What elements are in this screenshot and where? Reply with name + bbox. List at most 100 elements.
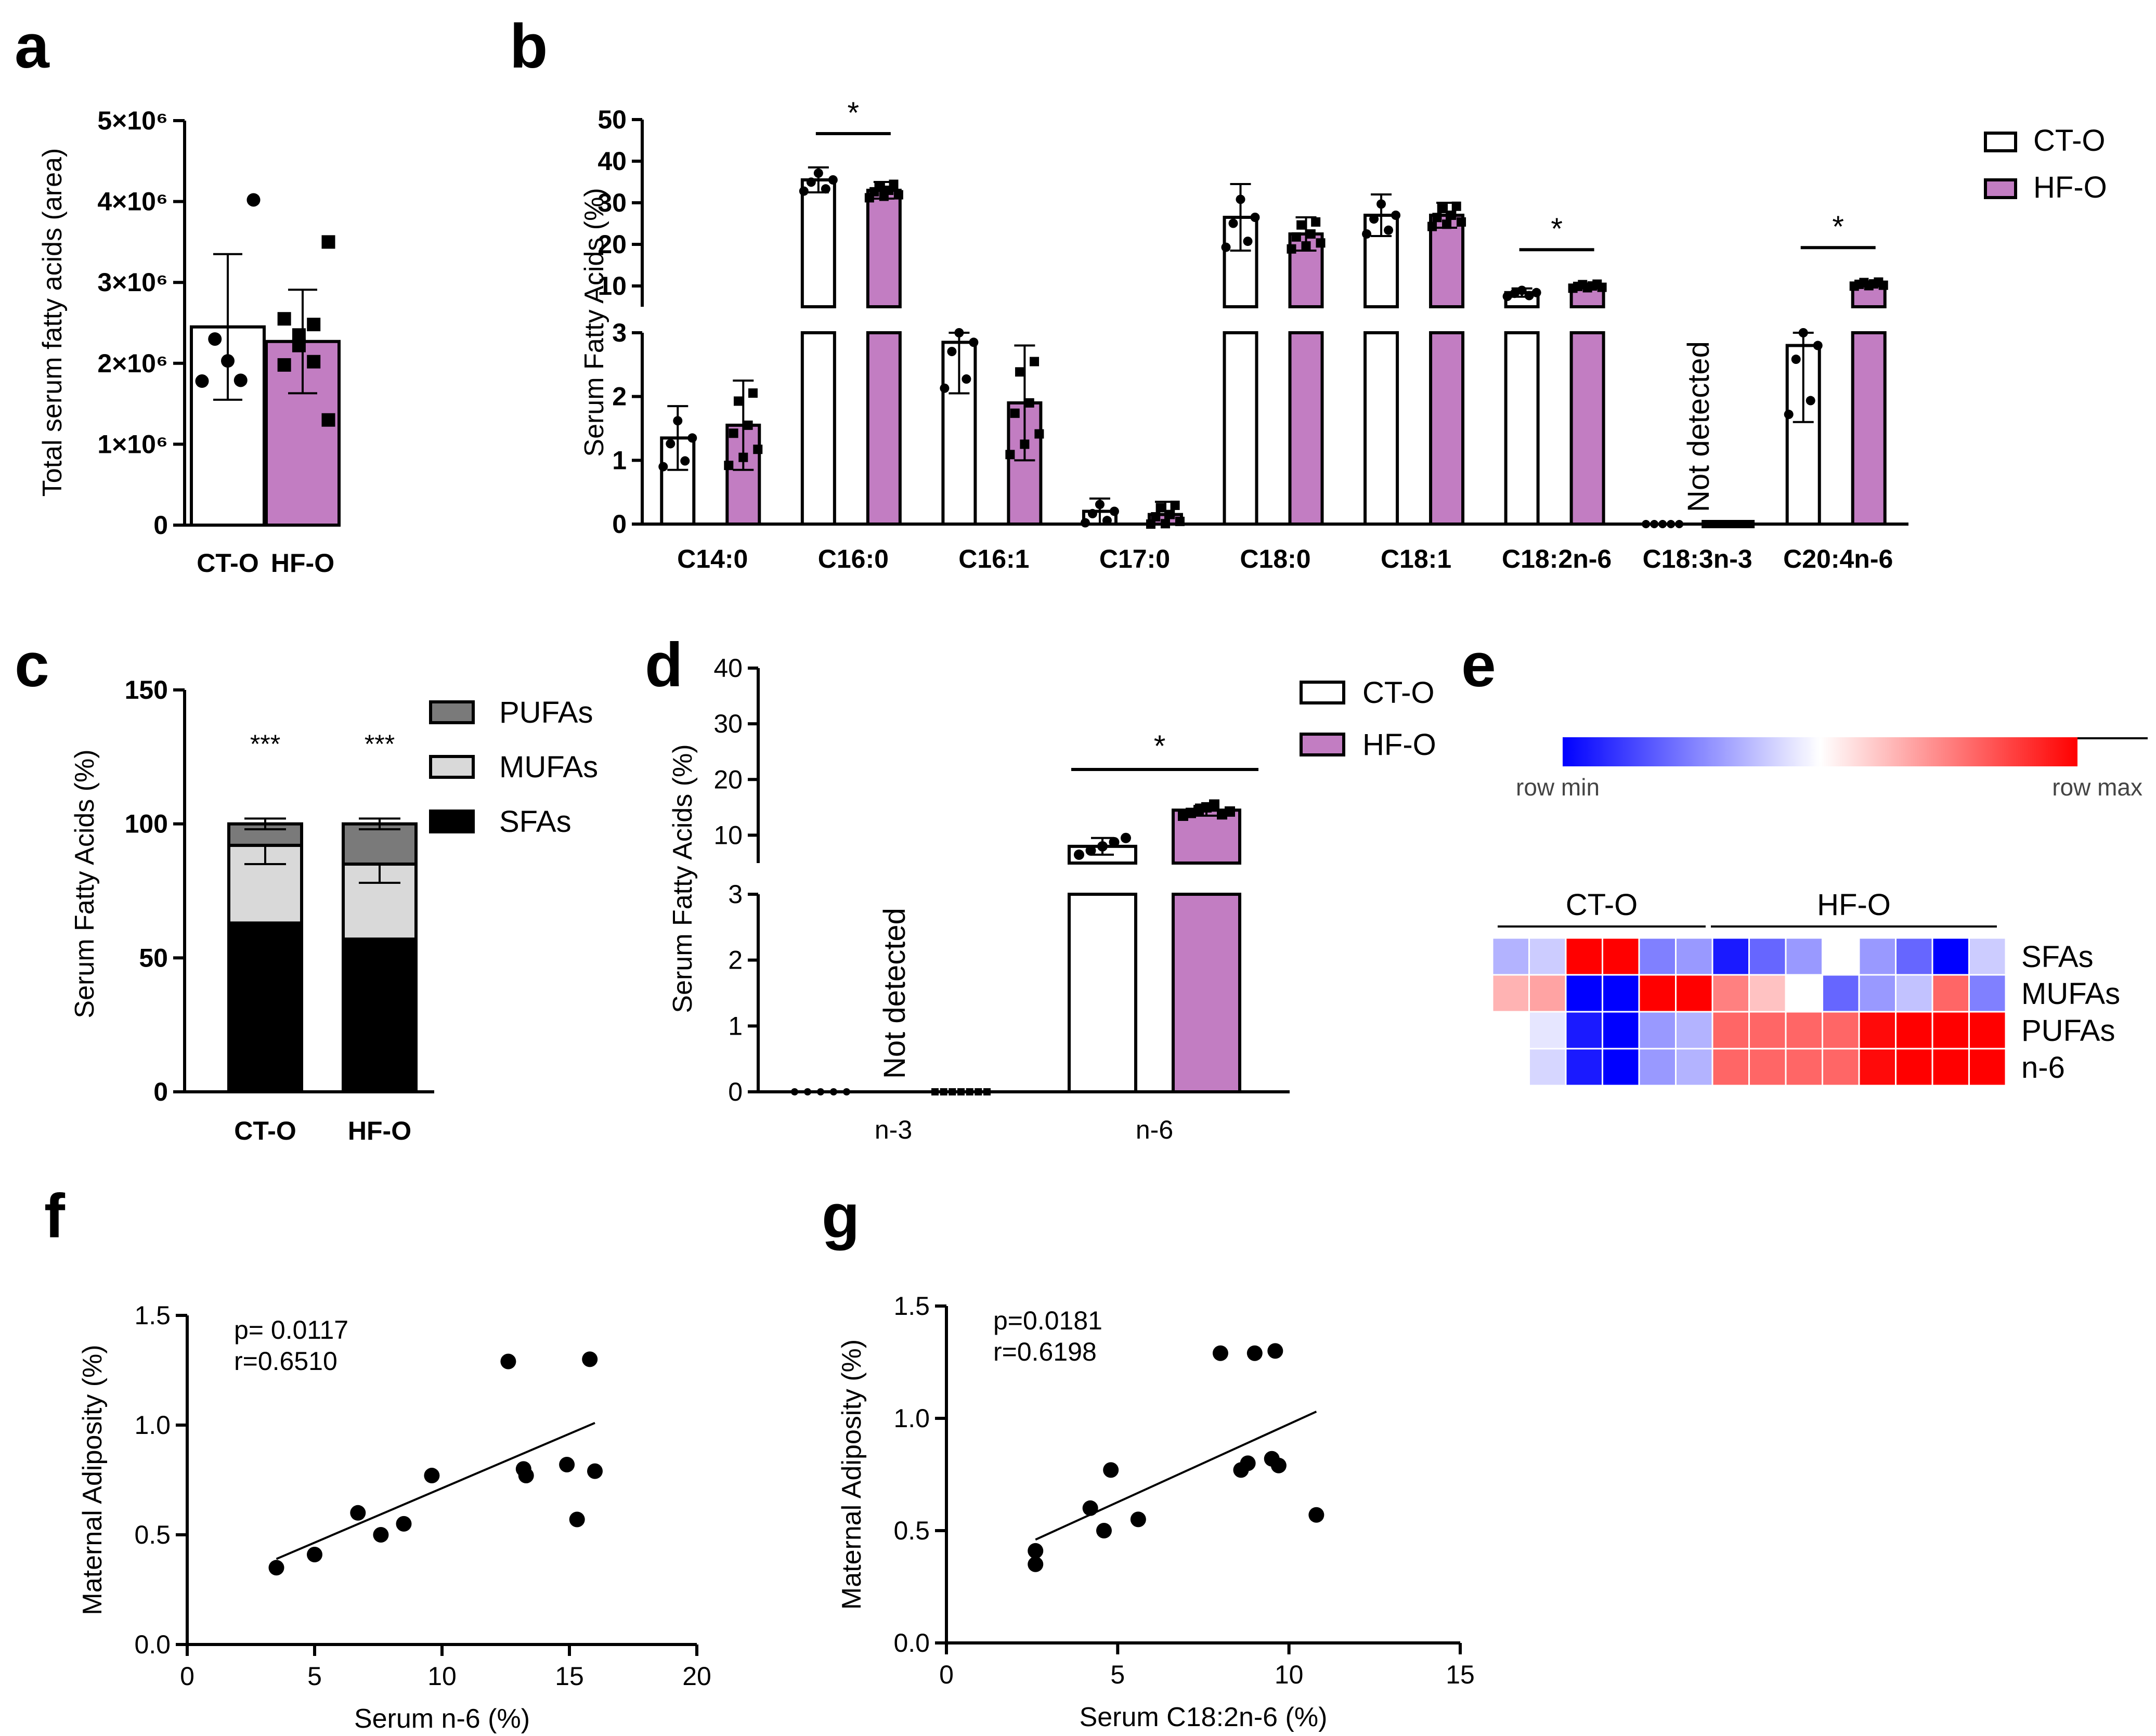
scatter-point — [500, 1353, 516, 1369]
data-point — [1447, 211, 1457, 220]
heatmap-cell — [1638, 1011, 1677, 1050]
data-point — [1376, 199, 1386, 209]
errorbar-PUFAs-CT-O — [244, 817, 286, 830]
data-point — [1236, 194, 1245, 204]
axis-break-gap — [1362, 309, 1401, 331]
x-tick-label: C16:1 — [958, 544, 1029, 573]
data-point — [1034, 429, 1044, 439]
heatmap-row-label-n-6: n-6 — [2021, 1051, 2065, 1085]
heatmap-cell — [1858, 1011, 1897, 1050]
data-point — [1427, 221, 1437, 231]
data-point — [1250, 213, 1260, 222]
y-tick-label: 50 — [139, 943, 168, 972]
data-point — [1015, 367, 1025, 377]
legend-swatch-HF-O — [1300, 733, 1345, 756]
chart-d: 0 1 2 3 10 20 30 40 Serum Fatty Acids (%) n-3 n-6 *… — [668, 654, 1436, 1144]
scatter-point — [1130, 1511, 1146, 1528]
scatter-point — [1028, 1543, 1044, 1559]
data-point-zero — [791, 1088, 798, 1095]
legend-c: PUFAs MUFAs SFAs — [429, 696, 598, 839]
data-point — [729, 428, 738, 438]
legend-swatch-CT-O — [1300, 681, 1345, 704]
data-point — [748, 388, 758, 398]
heatmap-cell — [1895, 974, 1933, 1013]
scatter-point — [559, 1456, 575, 1472]
data-point — [221, 354, 235, 368]
heatmap-cell — [1968, 974, 2007, 1013]
data-point — [954, 328, 964, 337]
y-axis-label: Serum Fatty Acids (%) — [579, 188, 609, 456]
y-tick-label: 40 — [713, 654, 743, 683]
bar-HF-O-C18:1-lower — [1429, 331, 1465, 526]
bar-HF-O-C20:4n-6-lower — [1851, 331, 1887, 526]
data-point — [1175, 516, 1185, 526]
data-point — [1228, 218, 1238, 228]
data-point — [1010, 408, 1020, 418]
data-point — [666, 439, 676, 449]
heatmap-cell — [1785, 1048, 1823, 1087]
heatmap-cell — [1931, 937, 1970, 976]
data-point — [1102, 516, 1112, 526]
legend-label-PUFAs: PUFAs — [499, 696, 593, 729]
data-point — [1225, 806, 1235, 817]
heatmap-cell — [1675, 974, 1713, 1013]
data-point-zero — [830, 1088, 837, 1095]
x-axis-label: Serum n-6 (%) — [354, 1704, 530, 1734]
x-tick-label: CT-O — [234, 1116, 296, 1145]
scatter-point — [307, 1546, 322, 1562]
data-point-zero — [940, 1088, 947, 1095]
bar-HF-O-C14:0 — [725, 423, 761, 526]
data-point — [724, 461, 734, 471]
data-point — [1165, 510, 1175, 519]
y-tick-label: 50 — [598, 105, 627, 134]
data-point — [753, 445, 763, 454]
y-axis-label: Maternal Adiposity (%) — [77, 1345, 108, 1615]
data-point — [277, 358, 291, 372]
color-scale-bar — [1563, 737, 2077, 766]
annotation-not-detected: Not detected — [1682, 341, 1716, 512]
x-tick-label: n-6 — [1136, 1115, 1173, 1144]
y-axis-label: Serum Fatty Acids (%) — [668, 744, 698, 1013]
y-tick-label: 1 — [728, 1011, 743, 1040]
heatmap-cell — [1931, 974, 1970, 1013]
data-point — [1369, 214, 1379, 224]
x-tick-label: 5 — [307, 1662, 322, 1691]
y-tick-label: 5×10⁶ — [97, 106, 168, 135]
x-tick-label: C18:1 — [1381, 544, 1451, 573]
regression-line — [1035, 1411, 1317, 1541]
y-tick-label: 10 — [598, 271, 627, 301]
heatmap-cell — [1822, 1048, 1860, 1087]
legend-b: CT-O HF-O — [1984, 124, 2107, 204]
x-tick-label: CT-O — [197, 549, 258, 578]
bar-HF-O-C16:0-upper — [866, 189, 902, 308]
bar-SFAs-CT-O — [227, 921, 303, 1093]
y-tick-label: 20 — [713, 765, 743, 794]
data-point — [1301, 241, 1311, 251]
y-tick-label: 30 — [598, 188, 627, 217]
heatmap-cell — [1491, 1011, 1530, 1050]
group-label-CT-O: CT-O — [1566, 888, 1638, 922]
stat-r-value: r=0.6510 — [234, 1347, 337, 1376]
x-tick-label: 0 — [939, 1660, 954, 1689]
data-point — [969, 337, 979, 347]
heatmap-cell — [1858, 937, 1897, 976]
heatmap-cell — [1565, 1048, 1603, 1087]
x-tick-label: C18:2n-6 — [1502, 544, 1612, 573]
heatmap-cell — [1858, 1048, 1897, 1087]
axis-break-gap — [1502, 309, 1541, 331]
data-point — [1155, 503, 1165, 513]
bar-CT-O-C16:0-lower — [800, 331, 836, 526]
data-point — [1030, 357, 1040, 367]
legend-label-MUFAs: MUFAs — [499, 750, 598, 784]
axis-break-gap — [1427, 309, 1466, 331]
y-tick-label: 3 — [728, 880, 743, 909]
data-point — [940, 383, 950, 393]
data-point-zero — [843, 1088, 850, 1095]
data-point-zero — [1667, 520, 1676, 528]
y-tick-label: 0.5 — [134, 1520, 171, 1549]
chart-a: 0 1×10⁶ 2×10⁶ 3×10⁶ 4×10⁶ 5×10⁶ CT-O HF-O Total … — [37, 106, 341, 578]
y-tick-label: 0 — [153, 511, 168, 540]
chart-c: 0 50 100 150 Serum Fatty Acids (%) *** CT-O ***… — [70, 675, 598, 1145]
data-point — [680, 456, 690, 466]
data-point — [1209, 799, 1219, 810]
